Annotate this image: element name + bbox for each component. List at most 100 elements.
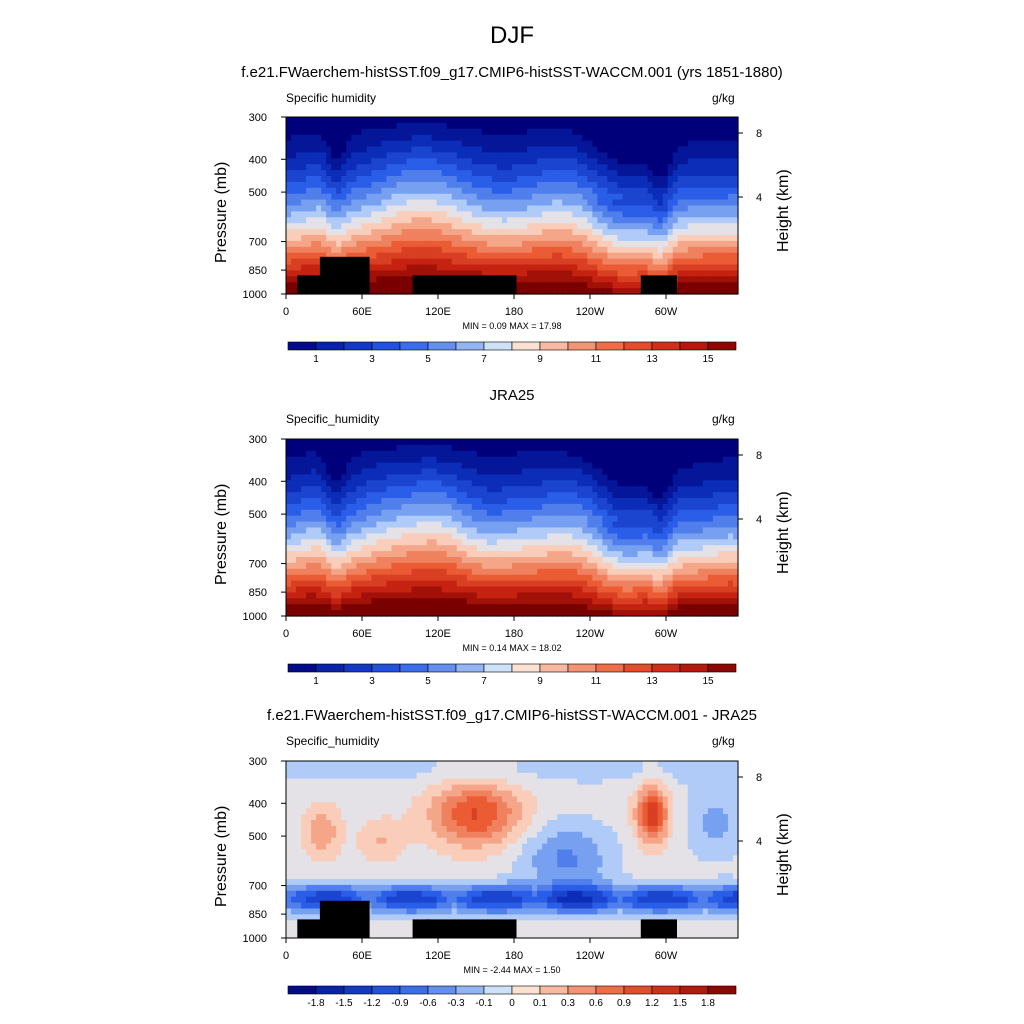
contour-cell — [321, 468, 327, 475]
contour-cell — [346, 176, 352, 183]
contour-cell — [707, 229, 714, 236]
contour-cell — [612, 562, 619, 570]
contour-cell — [326, 557, 332, 564]
contour-cell — [481, 586, 488, 593]
contour-cell — [311, 270, 317, 277]
contour-cell — [486, 211, 493, 218]
x-tick-label: 60W — [655, 306, 678, 318]
contour-cell — [677, 205, 684, 212]
contour-cell — [416, 246, 423, 254]
contour-cell — [682, 246, 689, 254]
contour-cell — [391, 515, 398, 523]
contour-cell — [637, 128, 644, 136]
contour-cell — [577, 592, 583, 599]
contour-cell — [632, 539, 639, 546]
contour-cell — [476, 562, 483, 570]
contour-cell — [326, 246, 332, 254]
contour-cell — [632, 246, 639, 254]
contour-cell — [677, 258, 684, 266]
contour-cell — [652, 503, 659, 511]
contour-cell — [602, 562, 609, 570]
contour-cell — [717, 146, 724, 153]
contour-cell — [617, 152, 624, 159]
contour-cell — [642, 270, 649, 277]
contour-cell — [547, 122, 553, 130]
contour-cell — [501, 205, 508, 212]
contour-cell — [597, 604, 603, 611]
contour-cell — [351, 586, 357, 593]
contour-cell — [597, 509, 603, 517]
contour-cell — [647, 468, 654, 475]
contour-cell — [336, 468, 342, 475]
contour-cell — [687, 134, 694, 142]
contour-cell — [456, 205, 463, 212]
contour-cell — [316, 217, 322, 224]
contour-cell — [301, 117, 307, 124]
contour-cell — [286, 533, 292, 540]
contour-cell — [291, 117, 297, 124]
contour-cell — [707, 181, 714, 189]
contour-cell — [346, 439, 352, 446]
contour-cell — [431, 199, 438, 207]
contour-cell — [491, 140, 498, 148]
contour-cell — [441, 439, 448, 446]
contour-cell — [321, 140, 327, 148]
contour-cell — [321, 240, 327, 248]
contour-cell — [557, 503, 563, 511]
contour-cell — [291, 557, 297, 564]
contour-cell — [476, 117, 483, 124]
contour-cell — [406, 503, 413, 511]
contour-cell — [637, 282, 644, 289]
contour-cell — [381, 503, 388, 511]
contour-cell — [296, 468, 302, 475]
contour-cell — [637, 551, 644, 558]
contour-cell — [381, 474, 388, 481]
contour-cell — [662, 252, 669, 260]
contour-cell — [316, 545, 322, 552]
contour-cell — [491, 492, 498, 499]
contour-cell — [436, 480, 443, 487]
contour-cell — [496, 503, 503, 511]
contour-cell — [512, 551, 518, 558]
contour-cell — [296, 444, 302, 452]
contour-cell — [617, 176, 624, 183]
contour-cell — [436, 181, 443, 189]
contour-cell — [451, 598, 458, 605]
contour-cell — [522, 264, 528, 271]
contour-cell — [486, 181, 493, 189]
contour-cell — [612, 592, 619, 599]
contour-cell — [547, 604, 553, 611]
contour-cell — [406, 551, 413, 558]
contour-cell — [361, 574, 367, 582]
contour-cell — [406, 176, 413, 183]
contour-cell — [567, 288, 573, 295]
contour-cell — [582, 450, 588, 458]
contour-cell — [416, 439, 423, 446]
contour-cell — [592, 492, 598, 499]
contour-cell — [436, 527, 443, 534]
contour-cell — [401, 557, 408, 564]
contour-cell — [336, 181, 342, 189]
contour-cell — [517, 503, 523, 511]
contour-cell — [461, 539, 468, 546]
contour-cell — [687, 270, 694, 277]
contour-cell — [461, 176, 468, 183]
contour-cell — [361, 117, 367, 124]
contour-cell — [381, 146, 388, 153]
contour-cell — [341, 486, 347, 493]
contour-cell — [291, 176, 297, 183]
contour-cell — [522, 117, 528, 124]
contour-cell — [306, 468, 312, 475]
contour-cell — [622, 586, 629, 593]
contour-cell — [496, 252, 503, 260]
contour-cell — [617, 158, 624, 165]
contour-cell — [557, 444, 563, 452]
contour-cell — [461, 122, 468, 130]
contour-cell — [506, 122, 513, 130]
contour-cell — [496, 468, 503, 475]
contour-cell — [356, 527, 362, 534]
contour-cell — [587, 223, 593, 230]
contour-cell — [527, 187, 533, 195]
contour-cell — [431, 444, 438, 452]
contour-cell — [471, 217, 478, 224]
